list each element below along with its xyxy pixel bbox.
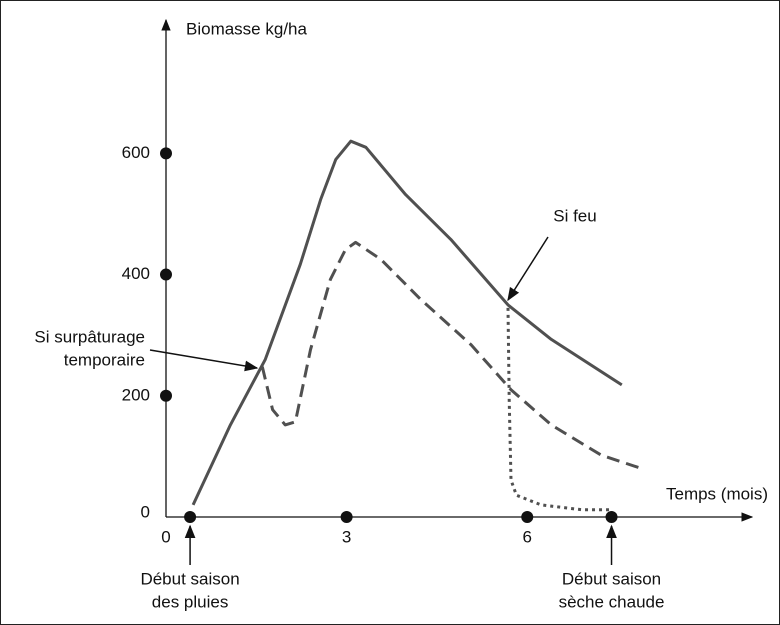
x-tick-label: 3 xyxy=(342,527,351,546)
annotation-text: temporaire xyxy=(64,350,145,369)
annotation-text: Début saison xyxy=(140,569,239,588)
line-solid xyxy=(191,139,623,506)
annotation-text: Début saison xyxy=(562,569,661,588)
line-dashed xyxy=(260,240,641,470)
y-tick-dot xyxy=(160,389,172,402)
y-axis-label: Biomasse kg/ha xyxy=(186,19,307,38)
y-tick-label: 600 xyxy=(122,143,150,162)
y-tick-dot xyxy=(160,268,172,281)
x-tick-dot xyxy=(521,511,534,523)
x-axis-label: Temps (mois) xyxy=(666,484,768,503)
y-tick-label: 0 xyxy=(141,502,150,521)
annotation-text: des pluies xyxy=(152,592,229,611)
x-tick-dot xyxy=(340,511,353,523)
event-dot xyxy=(605,511,618,523)
x-tick-label: 6 xyxy=(523,527,532,546)
y-tick-label: 400 xyxy=(122,264,150,283)
annotation-text: Si surpâturage xyxy=(34,327,145,346)
annotation-text: sèche chaude xyxy=(559,592,665,611)
y-tick-label: 200 xyxy=(122,385,150,404)
annotation-arrow xyxy=(507,236,549,302)
x-tick-label: 0 xyxy=(161,527,170,546)
event-dot xyxy=(184,511,197,523)
line-dotted xyxy=(506,307,612,512)
annotation-text: Si feu xyxy=(553,206,596,225)
y-tick-dot xyxy=(160,147,172,160)
annotation-arrow xyxy=(149,349,259,372)
